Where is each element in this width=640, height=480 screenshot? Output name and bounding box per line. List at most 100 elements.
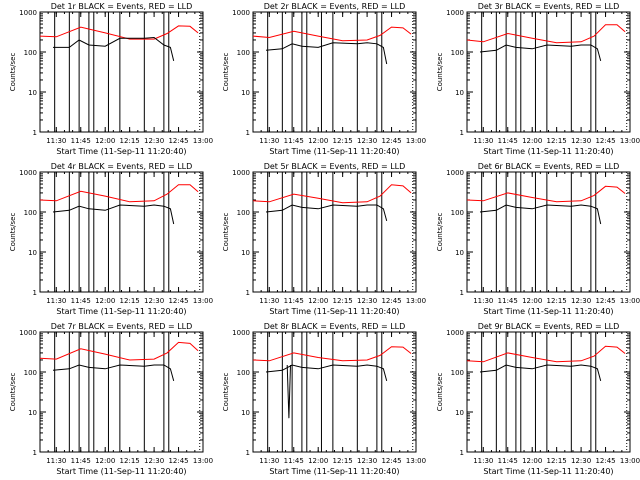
x-tick-label: 12:00 <box>308 137 328 145</box>
x-axis-label: Start Time (11-Sep-11 11:20:40) <box>483 147 613 156</box>
y-tick-label: 1000 <box>232 169 250 177</box>
x-tick-label: 11:45 <box>71 137 91 145</box>
x-tick-label: 11:30 <box>473 137 493 145</box>
x-tick-label: 12:30 <box>571 137 591 145</box>
x-tick-label: 12:30 <box>357 297 377 305</box>
x-tick-label: 12:30 <box>571 457 591 465</box>
panel-det-2: Det 2r BLACK = Events, RED = LLD Counts/s… <box>222 2 426 156</box>
y-tick-label: 1 <box>33 289 37 297</box>
events-series-line <box>479 364 602 382</box>
panel-title: Det 3r BLACK = Events, RED = LLD <box>478 2 620 11</box>
y-tick-label: 1000 <box>446 169 464 177</box>
plot-frame <box>466 11 631 133</box>
y-tick-label: 1000 <box>19 329 37 337</box>
x-tick-label: 12:15 <box>333 137 353 145</box>
y-tick-label: 1000 <box>232 329 250 337</box>
x-tick-label: 11:45 <box>284 137 304 145</box>
plot-frame <box>252 171 417 293</box>
y-axis-label: Counts/sec <box>222 373 230 412</box>
lld-series-line <box>466 345 626 363</box>
x-tick-label: 12:45 <box>595 297 615 305</box>
events-series-line <box>479 204 602 225</box>
y-tick-label: 100 <box>24 369 37 377</box>
lld-series-line <box>466 185 626 203</box>
x-axis-label: Start Time (11-Sep-11 11:20:40) <box>483 467 613 476</box>
y-tick-label: 1000 <box>446 9 464 17</box>
x-tick-label: 11:30 <box>259 457 279 465</box>
x-tick-label: 12:15 <box>547 457 567 465</box>
panel-det-1: Det 1r BLACK = Events, RED = LLD Counts/s… <box>9 2 213 156</box>
x-tick-label: 12:00 <box>95 457 115 465</box>
y-tick-label: 1000 <box>446 329 464 337</box>
x-tick-label: 11:45 <box>284 297 304 305</box>
y-tick-label: 10 <box>28 89 37 97</box>
y-tick-label: 1000 <box>19 169 37 177</box>
y-tick-label: 1 <box>33 449 37 457</box>
lld-series-line <box>39 341 199 361</box>
x-tick-label: 12:45 <box>595 457 615 465</box>
x-tick-label: 13:00 <box>620 297 640 305</box>
panel-title: Det 8r BLACK = Events, RED = LLD <box>264 322 406 331</box>
x-tick-label: 11:30 <box>259 297 279 305</box>
x-tick-label: 11:30 <box>473 297 493 305</box>
y-tick-label: 10 <box>241 89 250 97</box>
x-tick-label: 12:15 <box>120 137 140 145</box>
y-axis-label: Counts/sec <box>9 373 17 412</box>
x-tick-label: 11:45 <box>498 297 518 305</box>
x-tick-label: 12:00 <box>522 457 542 465</box>
plot-frame <box>466 331 631 453</box>
x-axis-label: Start Time (11-Sep-11 11:20:40) <box>56 307 186 316</box>
x-tick-label: 12:00 <box>95 297 115 305</box>
panel-det-8: Det 8r BLACK = Events, RED = LLD Counts/s… <box>222 322 426 476</box>
y-tick-label: 100 <box>451 49 464 57</box>
x-axis-label: Start Time (11-Sep-11 11:20:40) <box>269 147 399 156</box>
y-tick-label: 100 <box>24 49 37 57</box>
x-tick-label: 13:00 <box>406 137 426 145</box>
y-tick-label: 1000 <box>232 9 250 17</box>
x-tick-label: 11:45 <box>284 457 304 465</box>
y-tick-label: 1 <box>33 129 37 137</box>
y-tick-label: 10 <box>241 249 250 257</box>
x-tick-label: 12:45 <box>381 297 401 305</box>
x-tick-label: 13:00 <box>406 297 426 305</box>
x-tick-label: 11:30 <box>46 137 66 145</box>
x-tick-label: 11:30 <box>46 457 66 465</box>
events-series-line <box>265 42 388 65</box>
panel-det-7: Det 7r BLACK = Events, RED = LLD Counts/s… <box>9 322 213 476</box>
x-tick-label: 12:30 <box>357 457 377 465</box>
x-tick-label: 11:30 <box>259 137 279 145</box>
plot-frame <box>39 331 204 453</box>
panel-title: Det 5r BLACK = Events, RED = LLD <box>264 162 406 171</box>
events-series-line <box>479 44 602 62</box>
x-tick-label: 12:45 <box>595 137 615 145</box>
y-tick-label: 1000 <box>19 9 37 17</box>
y-axis-label: Counts/sec <box>222 53 230 92</box>
panel-det-4: Det 4r BLACK = Events, RED = LLD Counts/s… <box>9 162 213 316</box>
x-tick-label: 11:30 <box>46 297 66 305</box>
x-tick-label: 12:00 <box>95 137 115 145</box>
x-tick-label: 12:45 <box>381 137 401 145</box>
y-axis-label: Counts/sec <box>222 213 230 252</box>
x-tick-label: 12:15 <box>120 457 140 465</box>
y-tick-label: 10 <box>28 249 37 257</box>
x-tick-label: 12:15 <box>333 457 353 465</box>
events-series-line <box>52 204 175 225</box>
y-tick-label: 100 <box>237 209 250 217</box>
events-series-line <box>265 364 388 382</box>
y-tick-label: 1 <box>246 289 250 297</box>
x-tick-label: 12:15 <box>547 297 567 305</box>
y-tick-label: 10 <box>28 409 37 417</box>
plot-frame <box>39 11 204 133</box>
y-tick-label: 100 <box>451 209 464 217</box>
x-tick-label: 12:00 <box>522 297 542 305</box>
y-tick-label: 1 <box>246 129 250 137</box>
x-tick-label: 13:00 <box>193 137 213 145</box>
x-tick-label: 12:15 <box>547 137 567 145</box>
y-tick-label: 1 <box>460 289 464 297</box>
x-tick-label: 13:00 <box>620 457 640 465</box>
x-tick-label: 12:15 <box>333 297 353 305</box>
x-tick-label: 11:45 <box>71 457 91 465</box>
panel-title: Det 4r BLACK = Events, RED = LLD <box>51 162 193 171</box>
y-tick-label: 10 <box>241 409 250 417</box>
